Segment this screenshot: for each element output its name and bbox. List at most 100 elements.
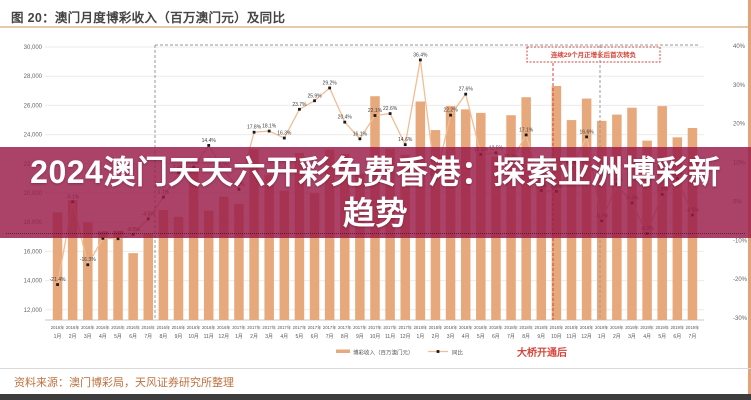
svg-text:2016年: 2016年 — [202, 324, 216, 331]
svg-text:12,000: 12,000 — [24, 308, 43, 314]
svg-text:12月: 12月 — [581, 334, 592, 340]
svg-text:12月: 12月 — [219, 334, 230, 340]
svg-text:2016年: 2016年 — [187, 324, 201, 331]
svg-text:7月: 7月 — [507, 334, 515, 340]
source-note: 资料来源：澳门博彩局，天风证券研究所整理 — [14, 377, 234, 389]
svg-text:2019年: 2019年 — [595, 324, 609, 331]
svg-text:2016年: 2016年 — [96, 324, 110, 331]
ggr-bar — [279, 190, 290, 320]
svg-text:1月: 1月 — [416, 334, 424, 340]
svg-text:8月: 8月 — [341, 334, 349, 340]
legend-line-marker — [436, 350, 440, 353]
svg-text:25.9%: 25.9% — [307, 93, 322, 99]
ggr-bar — [264, 175, 274, 320]
svg-text:3月: 3月 — [84, 334, 92, 340]
svg-text:16,000: 16,000 — [24, 249, 43, 255]
svg-text:2016年: 2016年 — [51, 324, 65, 331]
growth-annotation-box — [526, 46, 661, 63]
promo-banner-line1: 2024澳门天天六开彩免费香港：探索亚洲博彩新 — [30, 153, 721, 190]
svg-text:2月: 2月 — [250, 334, 258, 340]
svg-text:4月: 4月 — [99, 334, 107, 340]
svg-text:2018年: 2018年 — [565, 324, 579, 331]
svg-text:2017年: 2017年 — [398, 324, 412, 331]
svg-text:7月: 7月 — [144, 334, 152, 340]
svg-text:2016年: 2016年 — [66, 324, 80, 331]
svg-text:2月: 2月 — [613, 334, 621, 340]
promo-overlay-banner: 2024澳门天天六开彩免费香港：探索亚洲博彩新 趋势 — [0, 147, 751, 238]
svg-text:2019年: 2019年 — [671, 324, 685, 331]
ggr-bar — [158, 209, 169, 320]
bridge-open-label: 大桥开通后 — [517, 346, 567, 359]
svg-text:14.6%: 14.6% — [398, 137, 413, 143]
svg-text:1月: 1月 — [54, 334, 62, 340]
ggr-bar — [203, 210, 214, 320]
svg-text:2016年: 2016年 — [157, 324, 171, 331]
ggr-bar — [491, 156, 501, 320]
svg-text:2017年: 2017年 — [232, 324, 246, 331]
svg-text:2018年: 2018年 — [519, 324, 533, 331]
svg-text:2018年: 2018年 — [474, 324, 488, 331]
svg-text:11月: 11月 — [204, 334, 214, 340]
svg-text:2018年: 2018年 — [535, 324, 549, 331]
svg-text:2016年: 2016年 — [111, 324, 125, 331]
svg-text:20%: 20% — [733, 122, 746, 128]
svg-text:2016年: 2016年 — [81, 324, 95, 331]
ggr-bar — [188, 166, 199, 320]
ggr-bar — [309, 193, 320, 320]
growth-annotation-label: 连续29个月正增长后首次转负 — [551, 50, 637, 59]
legend-bar-label: 博彩收入（百万澳门元） — [353, 349, 414, 357]
svg-text:2017年: 2017年 — [353, 324, 367, 331]
ggr-bar — [355, 173, 365, 320]
svg-text:40%: 40% — [733, 44, 746, 50]
svg-text:2019年: 2019年 — [655, 324, 669, 331]
ggr-bar — [113, 230, 123, 320]
svg-text:2018年: 2018年 — [489, 324, 503, 331]
svg-text:2017年: 2017年 — [368, 324, 382, 331]
svg-text:28,000: 28,000 — [24, 74, 43, 80]
svg-text:2017年: 2017年 — [278, 324, 292, 331]
svg-text:6月: 6月 — [492, 334, 500, 340]
svg-text:30,000: 30,000 — [24, 45, 43, 51]
legend-bar-swatch — [336, 349, 350, 353]
svg-text:36.4%: 36.4% — [413, 52, 428, 58]
svg-text:-20%: -20% — [733, 277, 748, 283]
title-divider — [0, 26, 751, 28]
ggr-bar — [52, 212, 63, 320]
svg-text:5月: 5月 — [296, 334, 304, 340]
svg-text:5月: 5月 — [477, 334, 485, 340]
promo-banner-line2: 趋势 — [342, 194, 408, 231]
ggr-bar — [536, 164, 547, 320]
chart-legend: 博彩收入（百万澳门元） 同比 — [336, 349, 464, 357]
svg-text:2017年: 2017年 — [308, 324, 322, 331]
legend-line-label: 同比 — [452, 349, 464, 357]
bottom-border-bar — [0, 394, 751, 400]
svg-text:2019年: 2019年 — [610, 324, 624, 331]
svg-text:2018年: 2018年 — [444, 324, 458, 331]
svg-text:9月: 9月 — [537, 334, 545, 340]
svg-text:4月: 4月 — [643, 334, 651, 340]
svg-text:22.6%: 22.6% — [383, 106, 398, 112]
svg-text:9月: 9月 — [356, 334, 364, 340]
svg-text:-16.3%: -16.3% — [80, 257, 96, 263]
svg-text:2016年: 2016年 — [126, 324, 140, 331]
svg-text:2016年: 2016年 — [217, 324, 231, 331]
svg-text:20.4%: 20.4% — [338, 115, 353, 121]
svg-text:1月: 1月 — [235, 334, 243, 340]
svg-text:-30%: -30% — [733, 316, 748, 322]
svg-text:7月: 7月 — [689, 334, 697, 340]
svg-text:24,000: 24,000 — [24, 133, 43, 139]
svg-text:16.6%: 16.6% — [580, 129, 595, 135]
svg-text:11月: 11月 — [385, 334, 395, 340]
ggr-bar — [234, 203, 244, 320]
svg-text:29.2%: 29.2% — [323, 80, 338, 86]
svg-text:14.4%: 14.4% — [202, 138, 217, 144]
svg-text:-21.4%: -21.4% — [50, 277, 66, 283]
ggr-bar — [143, 233, 154, 320]
ggr-bar — [83, 222, 93, 320]
svg-text:6月: 6月 — [673, 334, 681, 340]
svg-text:4月: 4月 — [280, 334, 288, 340]
svg-text:5月: 5月 — [658, 334, 666, 340]
svg-text:3月: 3月 — [265, 334, 273, 340]
svg-text:17.1%: 17.1% — [519, 127, 534, 133]
svg-text:5月: 5月 — [114, 334, 122, 340]
